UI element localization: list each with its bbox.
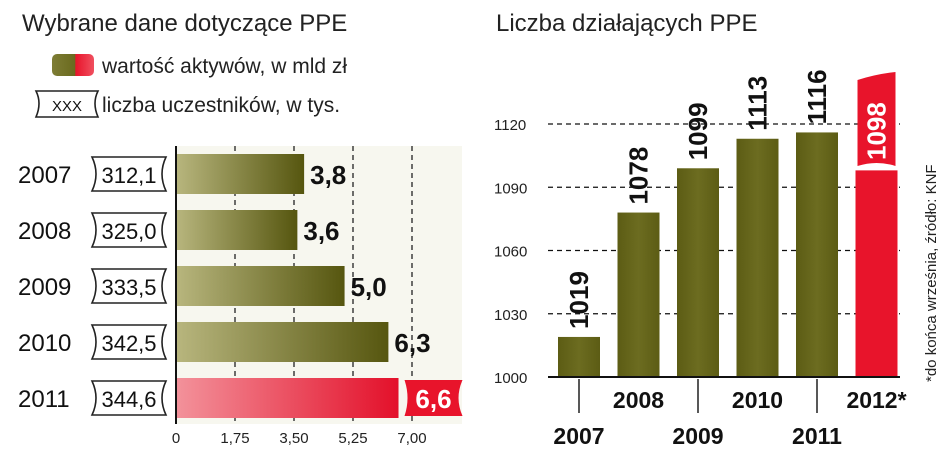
x-tick-label: 5,25 [338,430,367,447]
participants-value: 333,5 [101,275,156,300]
ppe-value-label: 1113 [743,76,773,131]
participants-legend-label: liczba uczestników, w tys. [102,94,340,117]
y-tick-label: 1060 [494,244,527,261]
participants-legend-swatch-text: XXX [52,98,82,115]
row-year-label: 2011 [18,386,70,413]
row-year-label: 2009 [18,274,71,301]
y-tick-label: 1090 [494,180,527,197]
ppe-value-label: 1099 [683,102,713,160]
x-category-label: 2009 [672,423,723,449]
ppe-value-label: 1116 [802,69,832,124]
x-tick-label: 7,00 [397,430,426,447]
participants-value: 312,1 [101,163,156,188]
x-tick-label: 1,75 [220,430,249,447]
asset-value-label: 5,0 [351,272,387,302]
ppe-bar-2012* [855,170,898,377]
asset-bar-2009 [176,266,345,306]
row-year-label: 2008 [18,218,71,245]
x-tick-label: 0 [172,430,180,447]
asset-value-label: 6,3 [394,328,430,358]
y-tick-label: 1030 [494,307,527,324]
ppe-value-label: 1098 [862,102,892,160]
assets-legend-label: wartość aktywów, w mld zł [101,55,347,78]
participants-pill [90,156,168,192]
ppe-count-bar-chart: 1000 1030 1060 1090 1120 1019 2007 1078 2008 1099… [494,69,907,449]
asset-bar-2008 [176,210,298,250]
ppe-bar-2009 [677,168,719,377]
asset-bar-2011 [176,378,399,418]
assets-bar-chart: 2007 312,1 3,8 2008 325,0 3,6 2009 333,5 5,0 2010… [18,146,463,447]
x-tick-label: 3,50 [279,430,308,447]
participants-value: 325,0 [101,219,156,244]
x-category-label: 2008 [613,387,664,413]
ppe-bar-2007 [558,336,600,377]
ppe-value-label: 1019 [564,271,594,329]
y-tick-label: 1120 [494,117,526,134]
participants-legend-swatch [34,90,100,118]
source-note: *do końca września, źródło: KNF [923,164,940,382]
participants-value: 344,6 [101,387,156,412]
assets-legend-swatch [52,54,94,76]
ppe-bar-2008 [617,212,660,377]
participants-pill [90,268,168,304]
asset-bar-2010 [176,322,389,362]
participants-pill [90,212,168,248]
asset-value-label: 3,8 [310,160,346,190]
row-year-label: 2010 [18,330,71,357]
asset-value-label: 6,6 [415,384,451,414]
x-category-label: 2010 [732,387,783,413]
asset-bar-2007 [176,154,305,194]
left-chart-title: Wybrane dane dotyczące PPE [22,10,347,37]
right-chart-title: Liczba działających PPE [496,10,757,37]
row-year-label: 2007 [18,162,71,189]
x-category-label: 2012* [846,387,906,413]
participants-value: 342,5 [101,331,156,356]
x-category-label: 2011 [792,423,842,449]
ppe-bar-2011 [796,132,838,377]
x-category-label: 2007 [553,423,604,449]
ppe-value-label: 1078 [624,147,654,205]
y-tick-label: 1000 [494,370,527,387]
ppe-bar-2010 [736,138,779,377]
asset-value-label: 3,6 [303,216,339,246]
highlight-label-bg [404,380,463,416]
highlight-label-bg [857,72,896,166]
participants-pill [90,324,168,360]
participants-pill [90,380,168,416]
